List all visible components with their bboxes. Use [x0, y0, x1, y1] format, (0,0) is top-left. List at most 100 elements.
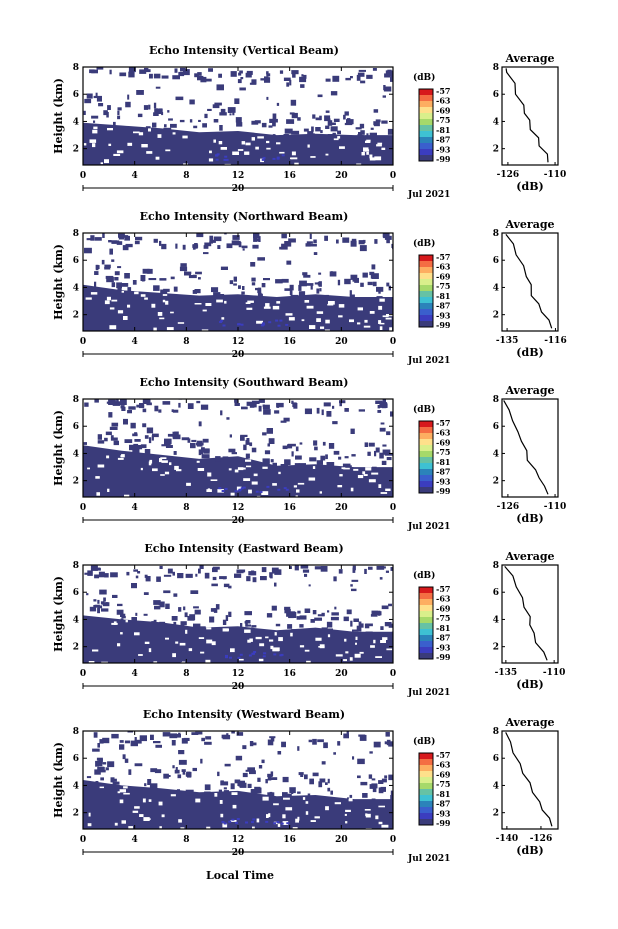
colorbar-swatch	[419, 641, 433, 648]
echo-speckle	[133, 569, 138, 572]
echo-speckle	[263, 409, 271, 415]
echo-speckle	[195, 573, 198, 577]
echo-speckle	[98, 103, 104, 107]
echo-gap	[148, 128, 151, 132]
echo-speckle	[317, 94, 323, 98]
echo-gap	[301, 319, 305, 322]
echo-speckle	[240, 436, 245, 441]
echo-gap	[310, 156, 316, 158]
echo-speckle	[116, 399, 119, 406]
echo-gap	[278, 471, 281, 475]
echo-gap	[182, 661, 186, 663]
echo-strong-cell	[279, 319, 283, 322]
echo-speckle	[153, 285, 160, 291]
echo-strong-cell	[280, 822, 284, 825]
echo-gap	[180, 827, 185, 829]
echo-speckle	[184, 271, 192, 274]
echo-speckle	[84, 402, 89, 407]
echo-gap	[266, 140, 270, 144]
echo-speckle	[267, 792, 275, 799]
echo-speckle	[270, 736, 275, 742]
echo-speckle	[148, 437, 152, 444]
y-tick-label: 4	[73, 283, 79, 293]
echo-speckle	[378, 780, 384, 784]
echo-gap	[276, 142, 281, 145]
echo-speckle	[322, 441, 326, 446]
echo-gap	[379, 322, 385, 325]
echo-speckle	[277, 751, 282, 755]
y-tick-label: 2	[73, 145, 79, 155]
echo-speckle	[327, 120, 333, 126]
echo-strong-cell	[276, 157, 280, 160]
echo-gap	[159, 826, 162, 829]
echo-speckle	[267, 773, 273, 777]
echo-speckle	[165, 603, 170, 609]
echo-layer	[83, 721, 393, 829]
echo-gap	[368, 479, 376, 483]
echo-gap	[257, 136, 264, 139]
colorbar-swatch	[419, 137, 433, 144]
day-label: 20	[232, 350, 245, 360]
echo-speckle	[88, 721, 92, 724]
echo-gap	[108, 143, 112, 146]
echo-speckle	[346, 118, 351, 121]
echo-speckle	[316, 460, 323, 465]
echo-speckle	[333, 450, 340, 455]
echo-speckle	[371, 798, 376, 801]
echo-speckle	[257, 777, 261, 782]
echo-speckle	[122, 245, 129, 251]
echo-speckle	[159, 565, 163, 569]
echo-speckle	[367, 451, 371, 456]
echo-gap	[379, 298, 385, 302]
x-tick-label: 8	[183, 669, 189, 679]
x-tick-label: 12	[232, 171, 245, 181]
echo-gap	[160, 457, 167, 459]
colorbar-tick-label: -69	[436, 437, 451, 447]
echo-speckle	[313, 252, 318, 255]
colorbar-tick-label: -69	[436, 769, 451, 779]
echo-gap	[350, 487, 354, 492]
echo-speckle	[327, 134, 335, 137]
echo-gap	[144, 641, 150, 644]
echo-speckle	[223, 787, 227, 790]
echo-speckle	[111, 733, 119, 739]
echo-speckle	[228, 585, 232, 589]
echo-speckle	[258, 765, 263, 769]
echo-speckle	[310, 285, 313, 290]
echo-speckle	[320, 455, 326, 461]
echo-gap	[265, 303, 270, 307]
panel-title: Echo Intensity (Eastward Beam)	[144, 542, 343, 555]
echo-gap	[107, 128, 113, 131]
echo-gap	[196, 460, 200, 463]
echo-speckle	[136, 404, 145, 408]
colorbar-tick-label: -63	[436, 262, 451, 272]
echo-speckle	[212, 576, 217, 581]
echo-gap	[272, 648, 280, 652]
echo-speckle	[159, 240, 162, 246]
average-x-tick-label: -126	[497, 170, 520, 180]
y-tick-label: 4	[73, 615, 79, 625]
echo-speckle	[360, 130, 365, 135]
colorbar-swatch	[419, 469, 433, 476]
colorbar-swatch	[419, 593, 433, 600]
echo-speckle	[367, 281, 373, 286]
echo-speckle	[337, 279, 341, 286]
echo-strong-cell	[237, 489, 241, 492]
colorbar-swatch	[419, 783, 433, 790]
echo-speckle	[180, 621, 187, 626]
echo-gap	[319, 491, 322, 494]
echo-speckle	[190, 443, 196, 449]
echo-speckle	[108, 240, 112, 243]
echo-speckle	[173, 286, 178, 292]
echo-gap	[123, 792, 130, 795]
colorbar-swatch	[419, 267, 433, 274]
echo-gap	[208, 158, 214, 162]
echo-speckle	[178, 607, 182, 612]
echo-speckle	[258, 399, 265, 403]
echo-gap	[106, 455, 110, 459]
echo-gap	[288, 317, 295, 321]
average-y-tick-label: 6	[493, 90, 499, 100]
echo-speckle	[194, 609, 201, 615]
colorbar-swatch	[419, 261, 433, 268]
echo-speckle	[204, 572, 210, 579]
